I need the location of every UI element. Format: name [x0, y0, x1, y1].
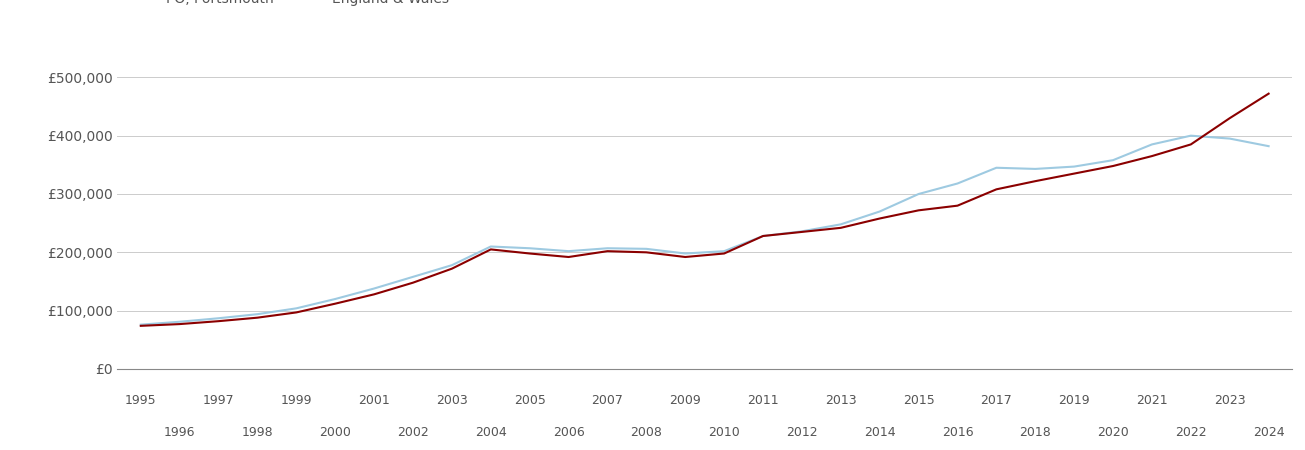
PO, Portsmouth [950, 203, 966, 208]
PO, Portsmouth [483, 247, 499, 252]
PO, Portsmouth [1144, 153, 1160, 159]
Text: 2000: 2000 [320, 426, 351, 439]
England & Wales [1027, 166, 1043, 171]
PO, Portsmouth [133, 323, 149, 328]
PO, Portsmouth [405, 280, 420, 285]
PO, Portsmouth [911, 207, 927, 213]
Line: PO, Portsmouth: PO, Portsmouth [141, 94, 1268, 326]
England & Wales [288, 306, 304, 311]
PO, Portsmouth [522, 251, 538, 256]
Text: 2011: 2011 [748, 394, 779, 407]
Text: 2015: 2015 [903, 394, 934, 407]
Text: 1999: 1999 [281, 394, 312, 407]
PO, Portsmouth [756, 233, 771, 238]
England & Wales [872, 209, 887, 214]
PO, Portsmouth [367, 292, 382, 297]
Text: 2021: 2021 [1137, 394, 1168, 407]
Text: 2006: 2006 [553, 426, 585, 439]
England & Wales [249, 311, 265, 317]
PO, Portsmouth [288, 310, 304, 315]
England & Wales [638, 246, 654, 252]
PO, Portsmouth [1261, 91, 1276, 96]
Text: 2018: 2018 [1019, 426, 1051, 439]
Text: 2001: 2001 [359, 394, 390, 407]
Text: 2012: 2012 [786, 426, 818, 439]
Text: 2010: 2010 [709, 426, 740, 439]
England & Wales [522, 246, 538, 251]
PO, Portsmouth [444, 266, 459, 271]
PO, Portsmouth [1184, 142, 1199, 147]
England & Wales [367, 286, 382, 291]
PO, Portsmouth [561, 254, 577, 260]
Text: 2017: 2017 [980, 394, 1013, 407]
PO, Portsmouth [716, 251, 732, 256]
PO, Portsmouth [249, 315, 265, 320]
PO, Portsmouth [1105, 163, 1121, 169]
Text: 1996: 1996 [164, 426, 196, 439]
England & Wales [328, 296, 343, 302]
England & Wales [716, 248, 732, 254]
Text: 2016: 2016 [942, 426, 974, 439]
England & Wales [1144, 142, 1160, 147]
PO, Portsmouth [1221, 116, 1237, 121]
England & Wales [405, 274, 420, 279]
Text: 2014: 2014 [864, 426, 895, 439]
PO, Portsmouth [989, 187, 1005, 192]
Text: 2009: 2009 [669, 394, 701, 407]
Text: 2008: 2008 [630, 426, 663, 439]
England & Wales [444, 262, 459, 268]
England & Wales [1221, 136, 1237, 141]
PO, Portsmouth [1066, 171, 1082, 176]
PO, Portsmouth [638, 250, 654, 255]
PO, Portsmouth [677, 254, 693, 260]
PO, Portsmouth [599, 248, 615, 254]
PO, Portsmouth [795, 229, 810, 234]
England & Wales [677, 251, 693, 256]
PO, Portsmouth [833, 225, 848, 230]
Legend: PO, Portsmouth, England & Wales: PO, Portsmouth, England & Wales [124, 0, 449, 6]
England & Wales [756, 233, 771, 238]
England & Wales [172, 319, 188, 324]
England & Wales [483, 244, 499, 249]
Text: 1997: 1997 [202, 394, 235, 407]
Text: 2004: 2004 [475, 426, 506, 439]
England & Wales [210, 315, 226, 321]
England & Wales [133, 322, 149, 327]
England & Wales [1066, 164, 1082, 169]
PO, Portsmouth [872, 216, 887, 221]
England & Wales [911, 191, 927, 197]
England & Wales [795, 229, 810, 234]
England & Wales [1261, 144, 1276, 149]
Text: 2003: 2003 [436, 394, 467, 407]
England & Wales [561, 248, 577, 254]
Text: 2022: 2022 [1174, 426, 1207, 439]
Text: 2019: 2019 [1058, 394, 1090, 407]
England & Wales [833, 222, 848, 227]
England & Wales [599, 246, 615, 251]
PO, Portsmouth [172, 321, 188, 327]
England & Wales [989, 165, 1005, 171]
Text: 2005: 2005 [514, 394, 545, 407]
PO, Portsmouth [1027, 179, 1043, 184]
England & Wales [1105, 158, 1121, 163]
PO, Portsmouth [328, 301, 343, 306]
Text: 2013: 2013 [825, 394, 856, 407]
Line: England & Wales: England & Wales [141, 135, 1268, 324]
Text: 2020: 2020 [1098, 426, 1129, 439]
Text: 2007: 2007 [591, 394, 624, 407]
England & Wales [1184, 133, 1199, 138]
Text: 2023: 2023 [1214, 394, 1245, 407]
Text: 1998: 1998 [241, 426, 273, 439]
Text: 1995: 1995 [125, 394, 157, 407]
Text: 2024: 2024 [1253, 426, 1284, 439]
PO, Portsmouth [210, 319, 226, 324]
England & Wales [950, 181, 966, 186]
Text: 2002: 2002 [397, 426, 429, 439]
